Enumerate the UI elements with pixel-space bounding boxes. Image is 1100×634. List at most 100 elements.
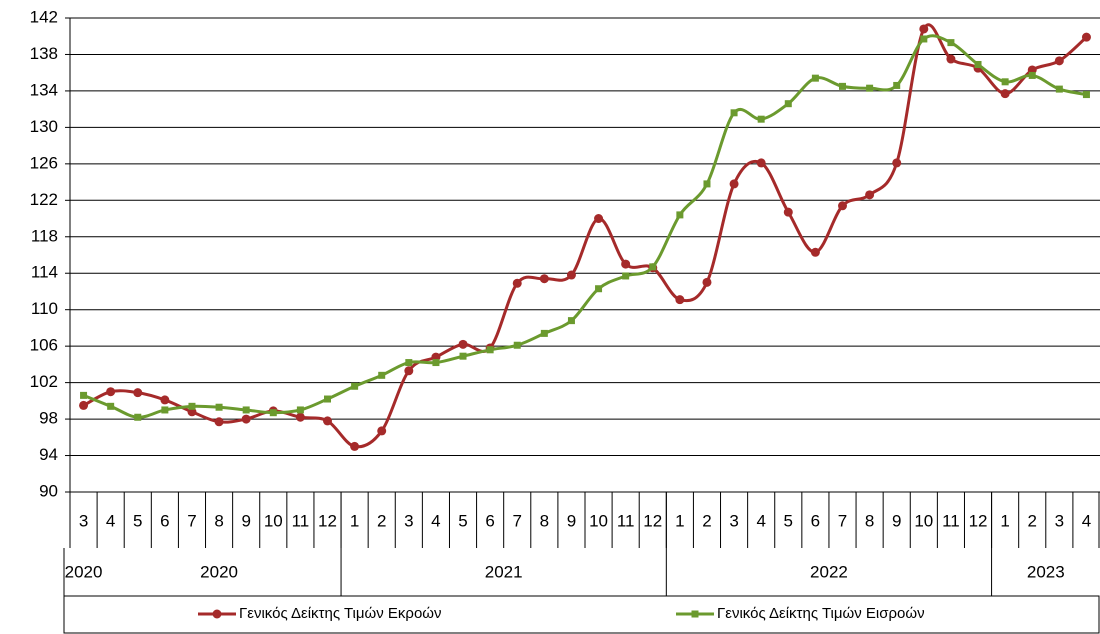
x-tick-label: 11 bbox=[292, 511, 310, 530]
y-tick-label: 130 bbox=[30, 117, 58, 136]
x-tick-label: 6 bbox=[485, 511, 494, 530]
point bbox=[839, 82, 846, 90]
point bbox=[405, 359, 413, 367]
point bbox=[160, 395, 170, 405]
point bbox=[729, 179, 739, 189]
point bbox=[622, 272, 630, 280]
point bbox=[893, 81, 901, 89]
point bbox=[269, 409, 277, 417]
x-tick-label: 10 bbox=[264, 511, 283, 530]
point bbox=[134, 413, 142, 421]
y-tick-label: 94 bbox=[39, 445, 58, 464]
point bbox=[974, 60, 982, 68]
point bbox=[702, 277, 712, 287]
x-tick-label: 7 bbox=[838, 511, 847, 530]
x-tick-label: 4 bbox=[431, 511, 440, 530]
point bbox=[378, 371, 386, 379]
point bbox=[703, 180, 711, 188]
point bbox=[567, 317, 575, 325]
point bbox=[1055, 85, 1063, 93]
point bbox=[919, 24, 929, 34]
point bbox=[323, 416, 332, 426]
y-tick-label: 126 bbox=[30, 153, 58, 172]
point bbox=[594, 214, 604, 224]
point bbox=[432, 359, 440, 367]
point bbox=[188, 402, 196, 410]
x-tick-label: 12 bbox=[318, 511, 337, 530]
legend-marker bbox=[691, 610, 699, 618]
x-tick-label: 4 bbox=[106, 511, 115, 530]
legend-box bbox=[63, 595, 1100, 634]
x-tick-label: 4 bbox=[756, 511, 765, 530]
point bbox=[161, 406, 169, 414]
point bbox=[566, 270, 576, 280]
x-tick-label: 7 bbox=[187, 511, 196, 530]
point bbox=[458, 339, 468, 349]
point bbox=[107, 402, 115, 410]
point bbox=[241, 414, 251, 424]
point bbox=[892, 158, 902, 168]
point bbox=[513, 341, 521, 349]
point bbox=[80, 391, 88, 399]
x-tick-label: 3 bbox=[404, 511, 413, 530]
y-tick-label: 90 bbox=[39, 481, 58, 500]
point bbox=[1081, 32, 1091, 42]
point bbox=[512, 278, 522, 288]
y-tick-label: 138 bbox=[30, 44, 58, 63]
x-tick-label: 3 bbox=[729, 511, 738, 530]
point bbox=[295, 412, 305, 422]
point bbox=[106, 387, 116, 397]
point bbox=[214, 417, 224, 427]
point bbox=[324, 395, 331, 403]
x-tick-label: 5 bbox=[133, 511, 142, 530]
x-tick-label: 12 bbox=[969, 511, 988, 530]
point bbox=[838, 201, 847, 211]
point bbox=[296, 406, 304, 414]
point bbox=[404, 366, 414, 376]
point bbox=[1000, 89, 1010, 99]
x-tick-label: 5 bbox=[784, 511, 793, 530]
x-tick-label: 2 bbox=[702, 511, 711, 530]
x-tick-label: 8 bbox=[865, 511, 874, 530]
x-tick-label: 11 bbox=[942, 511, 960, 530]
y-tick-label: 118 bbox=[31, 226, 58, 245]
point bbox=[947, 39, 955, 47]
y-tick-label: 142 bbox=[30, 7, 58, 26]
point bbox=[810, 247, 820, 257]
x-tick-label: 3 bbox=[1055, 511, 1064, 530]
x-tick-label: 1 bbox=[1000, 511, 1009, 530]
point bbox=[866, 84, 874, 92]
point bbox=[215, 403, 223, 411]
year-label: 2021 bbox=[485, 562, 523, 581]
y-tick-label: 106 bbox=[30, 336, 58, 355]
point bbox=[351, 382, 359, 390]
point bbox=[79, 400, 89, 410]
y-tick-label: 102 bbox=[30, 372, 58, 391]
point bbox=[756, 158, 766, 168]
point bbox=[865, 190, 875, 200]
legend-label: Γενικός Δείκτης Τιμών Εκροών bbox=[239, 605, 442, 622]
point bbox=[783, 207, 793, 217]
point bbox=[539, 274, 549, 284]
x-tick-label: 9 bbox=[241, 511, 250, 530]
point bbox=[242, 406, 250, 414]
y-tick-label: 122 bbox=[30, 190, 58, 209]
point bbox=[486, 346, 494, 354]
series-line bbox=[82, 23, 1088, 449]
x-tick-label: 4 bbox=[1082, 511, 1091, 530]
x-tick-label: 8 bbox=[540, 511, 549, 530]
year-label: 2020 bbox=[65, 562, 103, 581]
point bbox=[595, 285, 603, 293]
x-tick-label: 10 bbox=[589, 511, 608, 530]
x-tick-label: 9 bbox=[892, 511, 901, 530]
x-tick-label: 7 bbox=[513, 511, 522, 530]
point bbox=[1001, 78, 1009, 86]
x-tick-label: 2 bbox=[377, 511, 386, 530]
y-tick-label: 134 bbox=[30, 80, 58, 99]
x-tick-label: 1 bbox=[675, 511, 684, 530]
point bbox=[676, 211, 684, 219]
point bbox=[675, 295, 685, 305]
x-tick-label: 6 bbox=[811, 511, 820, 530]
point bbox=[540, 329, 548, 337]
